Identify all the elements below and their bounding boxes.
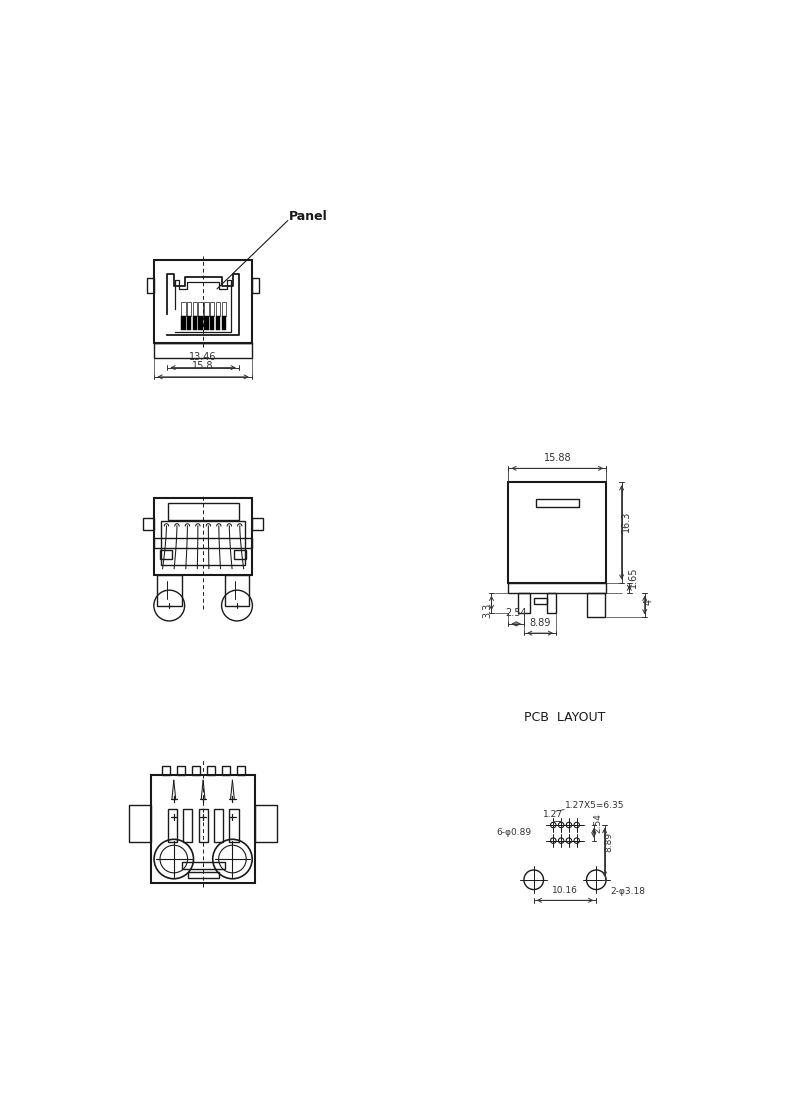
Bar (199, 810, 208, 842)
Text: 13.46: 13.46 (189, 352, 217, 362)
Bar (199, 316, 203, 330)
Bar (129, 805, 151, 842)
Bar (587, 593, 605, 617)
Bar (182, 861, 225, 869)
Bar (187, 316, 191, 330)
Text: 10.16: 10.16 (552, 886, 578, 895)
Bar (252, 277, 259, 293)
Bar (154, 343, 252, 359)
Text: 8.89: 8.89 (529, 618, 551, 628)
Bar (162, 520, 245, 565)
Text: 2.54: 2.54 (593, 813, 602, 833)
Bar (508, 482, 606, 583)
Bar (210, 301, 214, 316)
Bar (204, 301, 208, 316)
Bar (221, 766, 229, 774)
Text: 2.54: 2.54 (506, 608, 527, 618)
Bar (207, 766, 215, 774)
Bar (508, 583, 606, 593)
Bar (143, 518, 154, 530)
Bar (210, 316, 214, 330)
Bar (157, 574, 182, 605)
Text: 4: 4 (644, 600, 654, 605)
Bar (237, 766, 245, 774)
Bar (193, 316, 197, 330)
Bar (225, 574, 250, 605)
Bar (234, 550, 246, 559)
Bar (183, 810, 192, 842)
Text: 15.88: 15.88 (544, 453, 571, 463)
Bar (162, 766, 170, 774)
Text: 15.8: 15.8 (192, 362, 214, 372)
Bar (229, 810, 238, 842)
Bar (154, 538, 252, 548)
Bar (193, 301, 197, 316)
Bar (199, 301, 203, 316)
Bar (168, 503, 238, 520)
Bar (151, 774, 255, 882)
Bar (536, 498, 579, 507)
Bar (252, 518, 263, 530)
Bar (181, 301, 186, 316)
Bar (214, 810, 223, 842)
Text: Panel: Panel (289, 210, 328, 223)
Text: 8.89: 8.89 (604, 833, 613, 853)
Text: 1.65: 1.65 (628, 566, 638, 587)
Bar (168, 810, 177, 842)
Bar (177, 766, 185, 774)
Bar (187, 872, 218, 878)
Bar (547, 593, 556, 613)
Bar (221, 316, 226, 330)
Bar (204, 316, 208, 330)
Bar (518, 593, 530, 613)
Text: PCB  LAYOUT: PCB LAYOUT (524, 711, 606, 724)
Bar (535, 598, 547, 604)
Text: 2-φ3.18: 2-φ3.18 (610, 888, 645, 896)
Bar (221, 301, 226, 316)
Text: 6-φ0.89: 6-φ0.89 (497, 828, 532, 837)
Text: 1.27X5=6.35: 1.27X5=6.35 (565, 801, 625, 810)
Bar (160, 550, 172, 559)
Bar (255, 805, 277, 842)
Bar (154, 260, 252, 343)
Text: 16.3: 16.3 (621, 512, 630, 532)
Bar (181, 316, 186, 330)
Bar (216, 301, 220, 316)
Bar (216, 316, 220, 330)
Bar (147, 277, 154, 293)
Text: 1.27: 1.27 (543, 810, 563, 818)
Text: 3.3: 3.3 (482, 603, 492, 618)
Bar (187, 301, 191, 316)
Bar (154, 497, 252, 574)
Bar (191, 766, 200, 774)
